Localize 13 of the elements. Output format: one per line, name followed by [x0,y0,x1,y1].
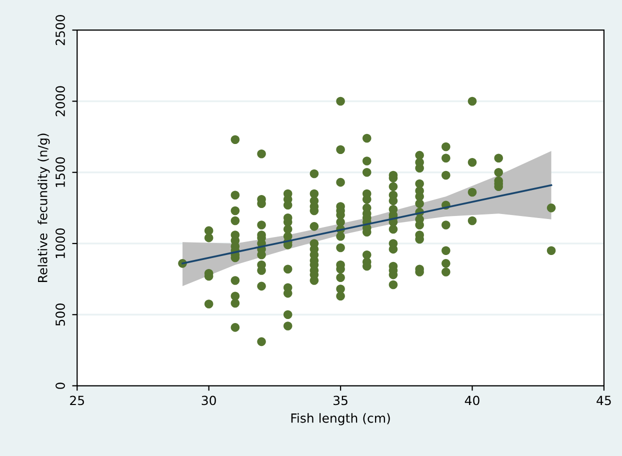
y-axis-title: Relative fecundity (n/g) [38,134,50,282]
x-tick-label: 25 [70,396,84,406]
x-tick-label: 40 [464,396,480,406]
y-tick-label: 1000 [56,228,65,258]
y-tick-label: 500 [56,304,65,326]
y-tick-label: 2500 [56,15,65,46]
y-tick-label: 1500 [56,157,65,187]
x-tick-label: 35 [334,396,348,406]
x-axis-title: Fish length (cm) [291,413,390,426]
y-tick-label: 0 [56,382,65,389]
x-tick-label: 30 [202,396,216,406]
x-tick-label: 45 [596,396,611,406]
y-tick-label: 2000 [56,86,65,116]
